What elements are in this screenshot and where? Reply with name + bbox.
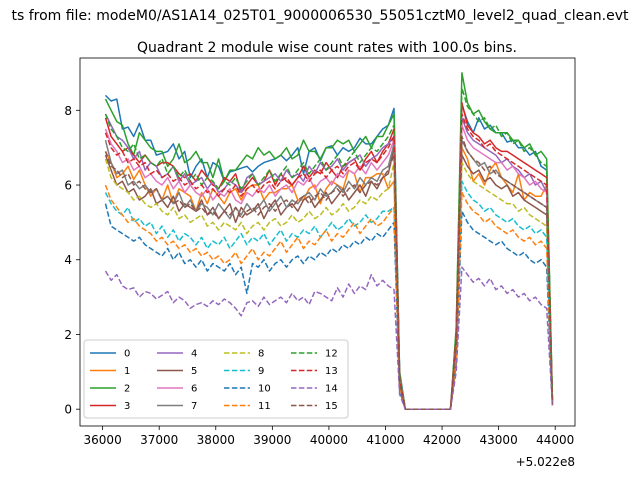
y-tick-label: 0 [64,403,72,417]
legend-label-4: 4 [191,349,197,360]
series-line-2 [104,72,554,410]
series-line-1 [104,146,554,410]
legend-label-6: 6 [191,384,197,395]
legend-label-7: 7 [191,401,197,412]
y-tick-label: 2 [64,328,72,342]
series-line-5 [104,146,554,410]
x-axis: 36000 37000 38000 39000 40000 41000 42000 43000… [84,426,574,447]
legend-label-13: 13 [325,366,338,377]
x-tick-label: 44000 [536,433,574,447]
legend-label-8: 8 [258,349,264,360]
legend-label-1: 1 [124,366,130,377]
x-offset-label: +5.022e8 [516,455,575,469]
legend-label-2: 2 [124,384,130,395]
legend-label-0: 0 [124,349,130,360]
legend-label-14: 14 [325,384,338,395]
series-line-15 [104,135,554,410]
x-tick-label: 37000 [140,433,178,447]
series-line-9 [104,180,554,410]
x-tick-label: 39000 [253,433,291,447]
x-tick-label: 41000 [366,433,404,447]
y-axis: 0 2 4 6 8 [64,104,80,417]
x-tick-label: 40000 [310,433,348,447]
legend-label-11: 11 [258,401,271,412]
series-line-13 [104,113,554,410]
y-tick-label: 8 [64,104,72,118]
series-line-8 [104,158,554,410]
axes-frame [79,57,576,427]
legend-label-9: 9 [258,366,264,377]
x-tick-label: 36000 [84,433,122,447]
legend-label-3: 3 [124,401,130,412]
series-line-7 [104,139,554,410]
x-tick-label: 43000 [480,433,518,447]
x-tick-label: 38000 [197,433,235,447]
chart-title: Quadrant 2 module wise count rates with … [137,40,517,56]
series-line-14 [104,266,554,410]
series-layer [104,72,554,410]
legend-label-12: 12 [325,349,338,360]
figure-suptitle: ts from file: modeM0/AS1A14_025T01_90000… [11,8,629,24]
series-line-10 [104,203,554,410]
legend-label-10: 10 [258,384,271,395]
y-tick-label: 4 [64,253,72,267]
series-line-6 [104,124,554,410]
legend-label-5: 5 [191,366,197,377]
legend-label-15: 15 [325,401,338,412]
legend-frame [83,339,349,419]
series-line-12 [104,87,554,410]
y-tick-label: 6 [64,179,72,193]
x-tick-label: 42000 [423,433,461,447]
series-line-11 [104,184,554,410]
series-line-3 [104,102,554,410]
